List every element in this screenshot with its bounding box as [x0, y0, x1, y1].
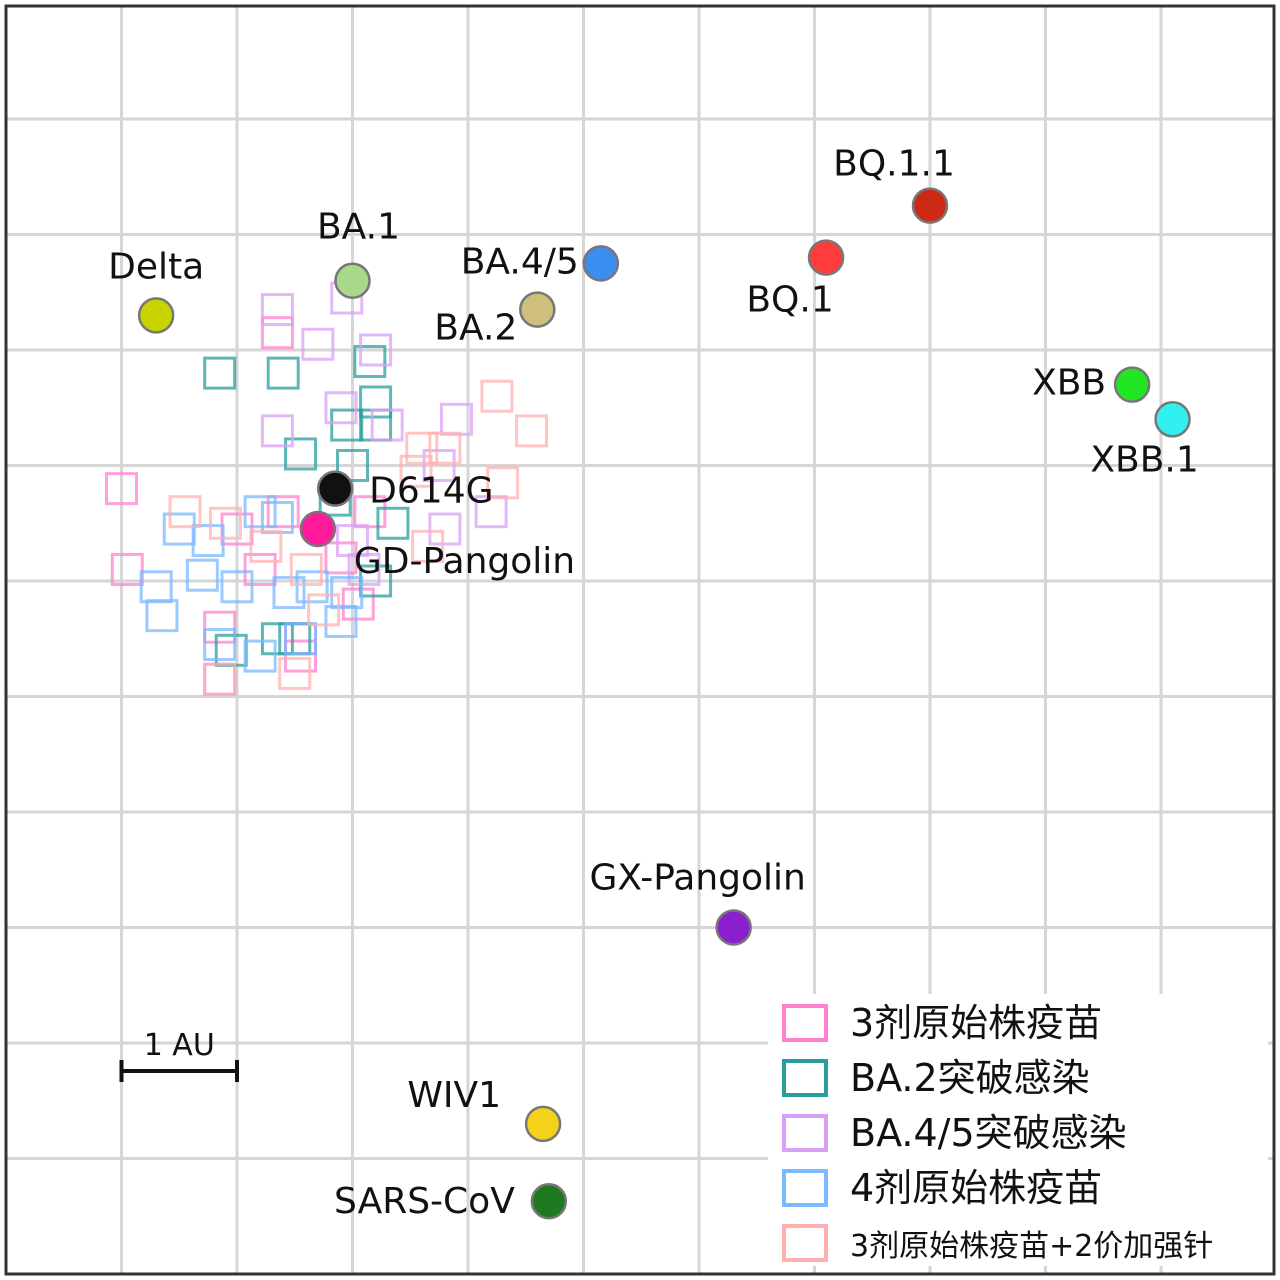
legend-label-ba45: BA.4/5突破感染 — [850, 1111, 1127, 1155]
serum-point-ba45 — [370, 408, 404, 442]
plot-frame — [4, 4, 1276, 1276]
legend-swatch-ag4 — [782, 1169, 828, 1207]
serum-point-ba45 — [422, 449, 456, 482]
serum-point-ag4 — [284, 622, 318, 656]
serum-point-ba45 — [428, 512, 462, 546]
virus-point-bq-1 — [807, 239, 845, 276]
scale-bar-label: 1 AU — [144, 1028, 215, 1063]
serum-point-ag3 — [105, 472, 138, 506]
serum-point-ag4 — [145, 599, 179, 633]
serum-point-ba45 — [324, 391, 358, 425]
serum-point-bival — [307, 593, 341, 627]
virus-label-xbb-1: XBB.1 — [1090, 439, 1198, 480]
virus-label-sars-cov: SARS-CoV — [334, 1181, 515, 1222]
serum-point-bival — [399, 454, 433, 488]
virus-point-ba-1 — [334, 262, 371, 299]
serum-point-ba2 — [336, 449, 369, 482]
serum-point-ag3 — [353, 495, 387, 529]
legend-label-ba2: BA.2突破感染 — [850, 1056, 1090, 1100]
legend-items: 3剂原始株疫苗 BA.2突破感染 BA.4/5突破感染 4剂原始株疫苗 3剂原始株疫苗+… — [782, 1001, 1213, 1264]
virus-point-wiv1 — [524, 1105, 562, 1143]
serum-point-bival — [249, 529, 283, 563]
serum-point-bival — [168, 495, 202, 529]
serum-point-ba2 — [376, 506, 410, 540]
legend-swatch-ba2 — [782, 1059, 828, 1097]
serum-point-ag4 — [324, 604, 358, 638]
serum-point-bival — [515, 414, 549, 448]
virus-point-gx-pangolin — [715, 909, 752, 946]
serum-point-ag3 — [341, 587, 375, 621]
serum-point-ba2 — [260, 622, 294, 656]
sera-points — [105, 281, 549, 696]
virus-label-xbb: XBB — [1032, 363, 1106, 404]
serum-point-ba2 — [203, 356, 237, 390]
virus-label-ba-1: BA.1 — [317, 207, 400, 248]
virus-point-xbb — [1113, 366, 1151, 403]
legend-label-ag3: 3剂原始株疫苗 — [850, 1001, 1102, 1045]
serum-point-ag4 — [191, 524, 225, 558]
serum-point-bival — [405, 431, 439, 465]
legend-swatch-ba45 — [782, 1114, 828, 1152]
serum-point-bival — [428, 431, 462, 465]
virus-label-bq-1: BQ.1 — [746, 280, 833, 321]
serum-point-ag4 — [203, 628, 237, 662]
legend-swatch-ag3 — [782, 1004, 828, 1042]
virus-point-xbb-1 — [1154, 401, 1191, 438]
serum-point-bival — [486, 466, 520, 500]
virus-labels: Delta BA.1 BA.2 BA.4/5 BQ.1 BQ.1.1 XBB XBB.1 D61… — [108, 144, 1199, 1223]
legend-swatch-bival — [782, 1224, 828, 1262]
virus-label-bq-1-1: BQ.1.1 — [833, 144, 955, 185]
virus-label-gd-pangolin: GD-Pangolin — [354, 541, 575, 582]
serum-point-ba45 — [359, 333, 393, 367]
serum-point-ag3 — [260, 316, 294, 350]
legend-label-ag4: 4剂原始株疫苗 — [850, 1166, 1102, 1210]
legend: 3剂原始株疫苗 BA.2突破感染 BA.4/5突破感染 4剂原始株疫苗 3剂原始株疫苗+… — [768, 994, 1268, 1266]
virus-points — [137, 187, 1191, 1220]
virus-label-delta: Delta — [108, 246, 204, 287]
virus-point-ba-4-5 — [582, 245, 620, 282]
serum-point-ag4 — [272, 576, 306, 610]
virus-label-ba-4-5: BA.4/5 — [461, 241, 579, 282]
serum-point-bival — [411, 529, 445, 563]
virus-label-gx-pangolin: GX-Pangolin — [589, 858, 805, 899]
virus-point-gd-pangolin — [299, 510, 337, 548]
serum-point-ag4 — [185, 558, 219, 592]
serum-point-ag3 — [266, 495, 300, 529]
serum-point-ag4 — [295, 570, 329, 604]
virus-point-delta — [137, 297, 175, 334]
serum-point-ag3 — [203, 610, 237, 644]
serum-point-ba2 — [284, 437, 318, 471]
serum-point-bival — [203, 662, 237, 696]
serum-point-ba2 — [353, 345, 387, 379]
serum-point-ba2 — [359, 385, 393, 419]
serum-point-ba2 — [266, 356, 300, 390]
serum-point-ba45 — [347, 552, 381, 586]
virus-label-d614g: D614G — [369, 471, 493, 512]
serum-point-ag4 — [243, 639, 277, 673]
serum-point-ba45 — [301, 327, 335, 361]
serum-point-ag4 — [243, 495, 277, 529]
virus-point-sars-cov — [530, 1182, 568, 1220]
serum-point-ag3 — [284, 639, 318, 673]
virus-label-ba-2: BA.2 — [434, 308, 517, 349]
serum-point-ba45 — [260, 414, 294, 448]
virus-point-ba-2 — [519, 291, 556, 328]
serum-point-bival — [289, 552, 323, 586]
scale-bar: 1 AU — [119, 1028, 239, 1082]
serum-point-bival — [208, 506, 242, 540]
virus-point-d614g — [316, 470, 354, 507]
serum-point-ag4 — [220, 570, 254, 604]
serum-point-ag3 — [243, 552, 277, 586]
serum-point-bival — [480, 379, 514, 413]
legend-label-bival: 3剂原始株疫苗+2价加强针 — [850, 1229, 1213, 1264]
virus-label-wiv1: WIV1 — [407, 1075, 501, 1116]
serum-point-ag3 — [110, 552, 144, 586]
serum-point-ag3 — [324, 541, 358, 575]
virus-point-bq-1-1 — [911, 187, 949, 224]
serum-point-bival — [278, 656, 312, 690]
serum-point-ba45 — [260, 293, 294, 327]
legend-background — [768, 994, 1268, 1266]
